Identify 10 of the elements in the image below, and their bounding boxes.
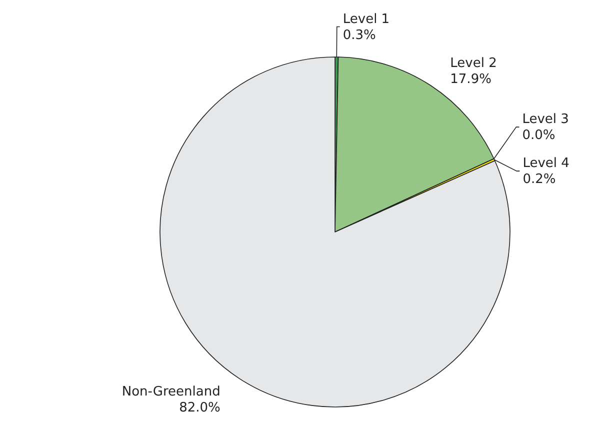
slice-label: Non-Greenland [122, 384, 220, 400]
slice-label: Level 4 [522, 156, 570, 172]
data-label: 0.2% [522, 172, 556, 188]
text: 0.0% [522, 128, 556, 144]
slice-label: Level 2 [450, 56, 497, 71]
category-label: Level 3 [522, 112, 569, 128]
slice-label: Level 1 [342, 12, 390, 27]
data-label: 17.9% [450, 72, 492, 87]
data-label: 0.3% [342, 28, 376, 43]
data-label: 82.0% [179, 400, 220, 416]
